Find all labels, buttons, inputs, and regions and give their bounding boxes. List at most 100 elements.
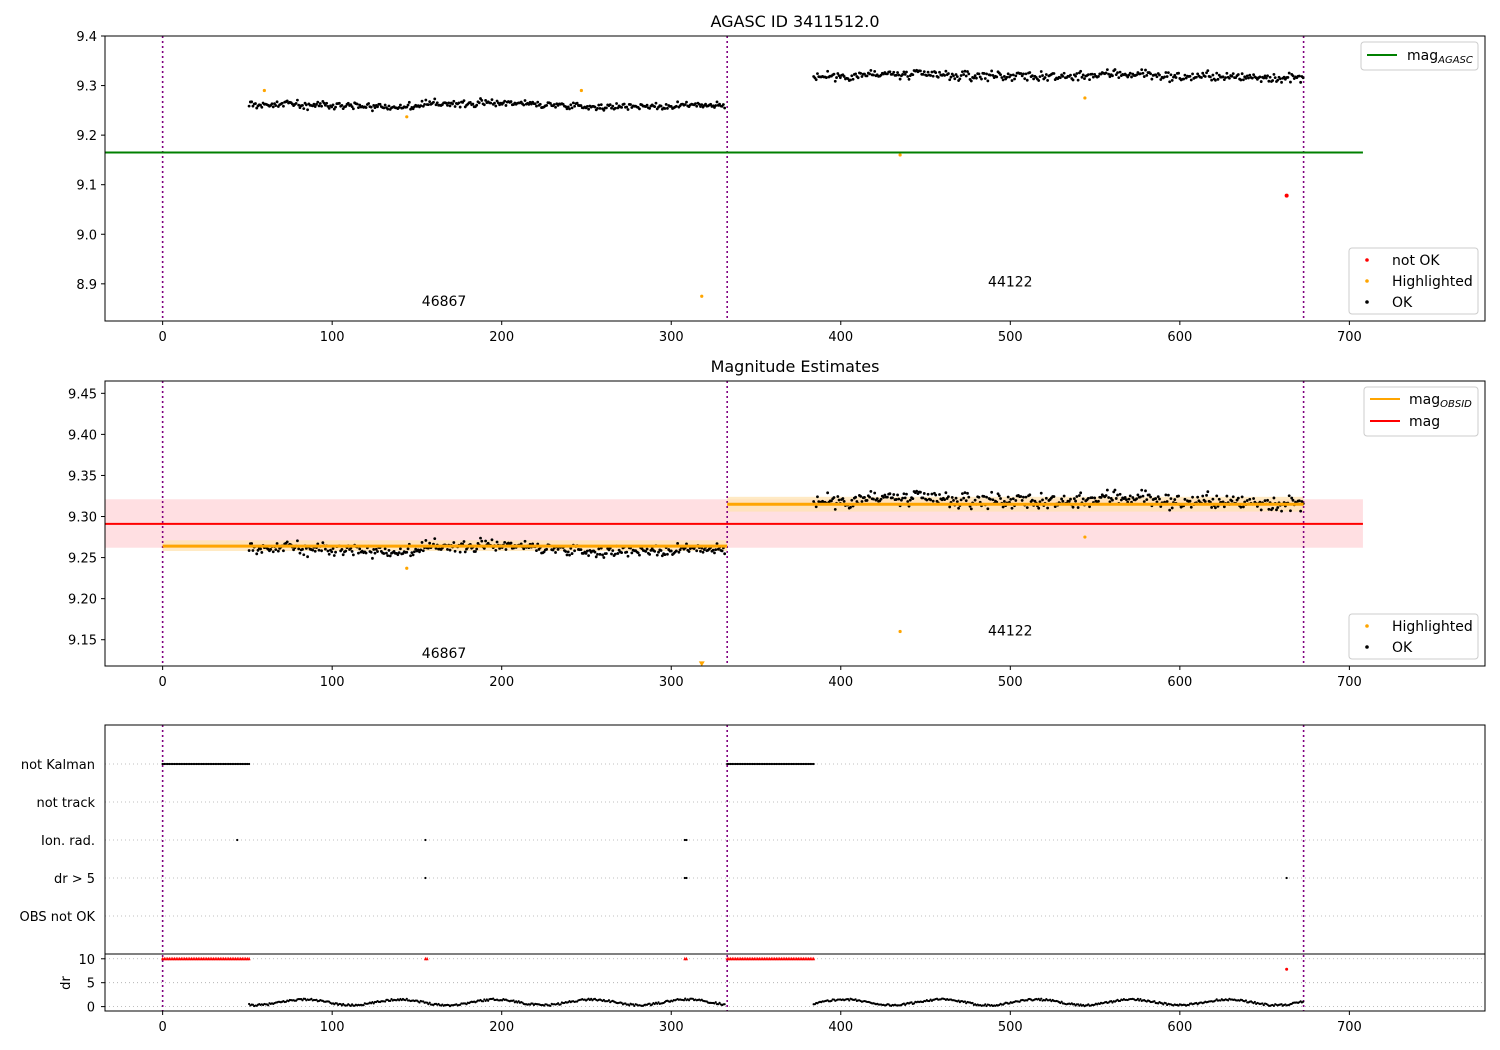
ok-point (296, 98, 299, 102)
ok-point (676, 100, 679, 104)
flag-point (761, 762, 764, 766)
ok-point (1177, 494, 1180, 498)
ok-point (888, 70, 892, 74)
ok-point (701, 550, 705, 554)
ok-point (1165, 75, 1169, 78)
ok-point (1210, 506, 1214, 509)
ok-point (282, 549, 285, 553)
ok-point (702, 548, 706, 551)
ok-point (313, 549, 317, 553)
ok-point (695, 104, 699, 108)
ok-point (1289, 509, 1292, 513)
magnitude-estimates-panel: Magnitude Estimates 46867 44122 0 100 200 300… (68, 357, 1486, 690)
ok-point (298, 551, 302, 555)
ok-point (503, 99, 507, 103)
ok-point (1140, 68, 1144, 72)
ok-point (321, 541, 325, 545)
ok-point (906, 75, 910, 78)
flag-point (741, 762, 744, 766)
ok-point (1252, 497, 1255, 500)
ok-point (985, 495, 988, 499)
flag-point (810, 762, 814, 766)
dr-point (723, 1003, 726, 1006)
ok-point (704, 102, 707, 106)
ok-point (1206, 490, 1210, 494)
ok-point (317, 104, 321, 108)
flag-point (246, 762, 249, 766)
ok-point (936, 75, 940, 79)
ok-point (498, 546, 501, 550)
dr-point (428, 1001, 431, 1004)
flag-point (236, 762, 239, 766)
ok-point (1299, 509, 1303, 513)
ok-point (477, 101, 481, 105)
ok-point (1053, 505, 1057, 508)
p2-ytick-label: 9.45 (68, 387, 97, 402)
ok-point (842, 75, 846, 78)
ok-point (962, 73, 966, 76)
ok-point (1142, 75, 1146, 78)
ok-point (947, 495, 950, 499)
dr-point (248, 1002, 251, 1006)
ok-point (448, 548, 452, 552)
ok-point (1183, 497, 1187, 501)
ok-point (1189, 78, 1193, 82)
p3-xtick-label: 0 (159, 1020, 167, 1035)
ok-point (930, 70, 934, 74)
dr-point (1139, 997, 1142, 1001)
ok-point (666, 552, 669, 556)
ok-point (921, 496, 925, 500)
ok-point (1077, 494, 1081, 497)
ok-point (275, 100, 279, 104)
offscale-marker (698, 661, 705, 667)
ok-point (1140, 488, 1144, 492)
ok-point (573, 549, 577, 553)
flag-point (175, 762, 178, 766)
ok-point (1164, 71, 1168, 74)
ok-point (967, 495, 971, 499)
dr-point (1018, 1000, 1021, 1003)
ok-point (953, 77, 957, 81)
panel2-title: Magnitude Estimates (711, 357, 880, 376)
highlighted-point (1083, 96, 1087, 100)
ok-point (452, 99, 456, 103)
ok-point (615, 102, 618, 105)
ok-point (593, 105, 597, 109)
ok-point (1154, 497, 1158, 500)
ok-point (969, 507, 973, 511)
ok-point (954, 496, 958, 500)
dr-clipped-marker (247, 956, 251, 961)
ok-point (1188, 74, 1192, 78)
ok-point (302, 107, 306, 111)
ok-point (428, 541, 432, 545)
ok-point (1013, 77, 1016, 81)
ok-point (896, 493, 899, 497)
legend-label: not OK (1392, 253, 1440, 269)
flag-point (790, 762, 793, 766)
ok-point (458, 550, 462, 554)
legend-marker (1365, 258, 1369, 262)
ok-point (351, 553, 355, 557)
ok-point (1291, 498, 1295, 502)
ok-point (1221, 75, 1225, 79)
ok-point (1205, 71, 1208, 75)
dr-point (340, 1004, 344, 1007)
flag-point (239, 762, 242, 766)
not-ok-point (1284, 193, 1289, 198)
ok-point (1149, 72, 1152, 76)
ok-point (1118, 70, 1122, 74)
ok-point (611, 549, 615, 553)
ok-point (882, 495, 885, 499)
ok-point (1052, 72, 1056, 75)
ok-point (535, 549, 538, 552)
flag-point (163, 762, 166, 766)
ok-point (1240, 72, 1244, 76)
p2-xtick-label: 100 (320, 675, 345, 690)
ok-point (824, 76, 828, 79)
ok-point (903, 72, 907, 76)
ok-point (306, 108, 309, 112)
flag-point (754, 762, 758, 766)
legend-box (1360, 41, 1479, 71)
flag-point (744, 762, 747, 766)
ok-point (387, 104, 391, 108)
